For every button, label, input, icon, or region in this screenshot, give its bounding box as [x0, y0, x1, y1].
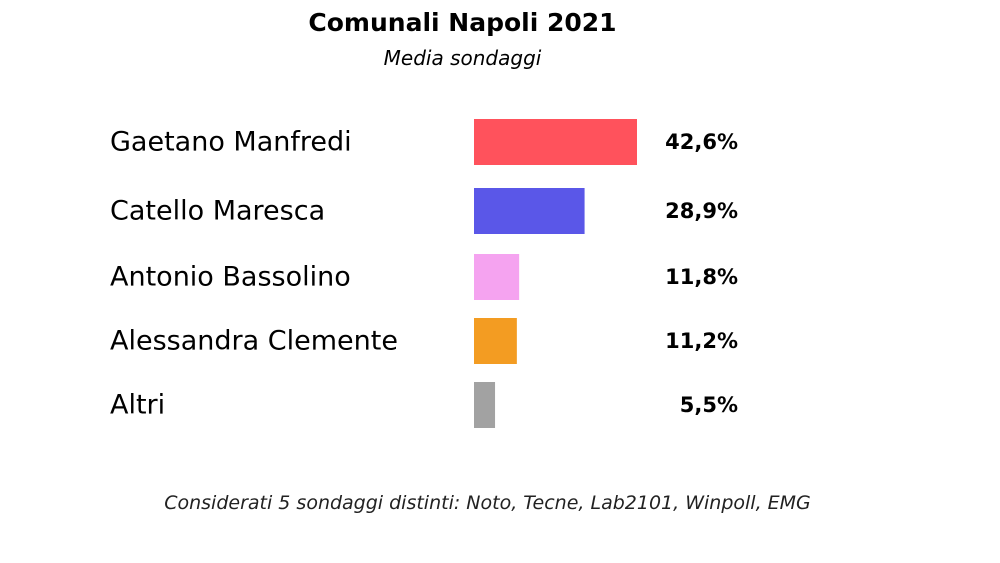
category-label-antonio-bassolino: Antonio Bassolino [110, 262, 351, 293]
bar-catello-maresca [474, 188, 585, 234]
chart-subtitle: Media sondaggi [383, 46, 542, 70]
bar-gaetano-manfredi [474, 119, 637, 165]
value-label-catello-maresca: 28,9% [665, 199, 738, 223]
value-label-antonio-bassolino: 11,8% [665, 265, 738, 289]
bar-alessandra-clemente [474, 318, 517, 364]
value-label-alessandra-clemente: 11,2% [665, 329, 738, 353]
category-label-altri: Altri [110, 390, 165, 421]
value-label-gaetano-manfredi: 42,6% [665, 130, 738, 154]
chart-title: Comunali Napoli 2021 [308, 8, 617, 37]
category-label-gaetano-manfredi: Gaetano Manfredi [110, 127, 352, 158]
chart-footnote: Considerati 5 sondaggi distinti: Noto, T… [164, 492, 811, 514]
bar-antonio-bassolino [474, 254, 520, 300]
category-label-catello-maresca: Catello Maresca [110, 196, 325, 227]
value-label-altri: 5,5% [680, 393, 738, 417]
bar-altri [474, 382, 496, 428]
category-label-alessandra-clemente: Alessandra Clemente [110, 326, 398, 357]
